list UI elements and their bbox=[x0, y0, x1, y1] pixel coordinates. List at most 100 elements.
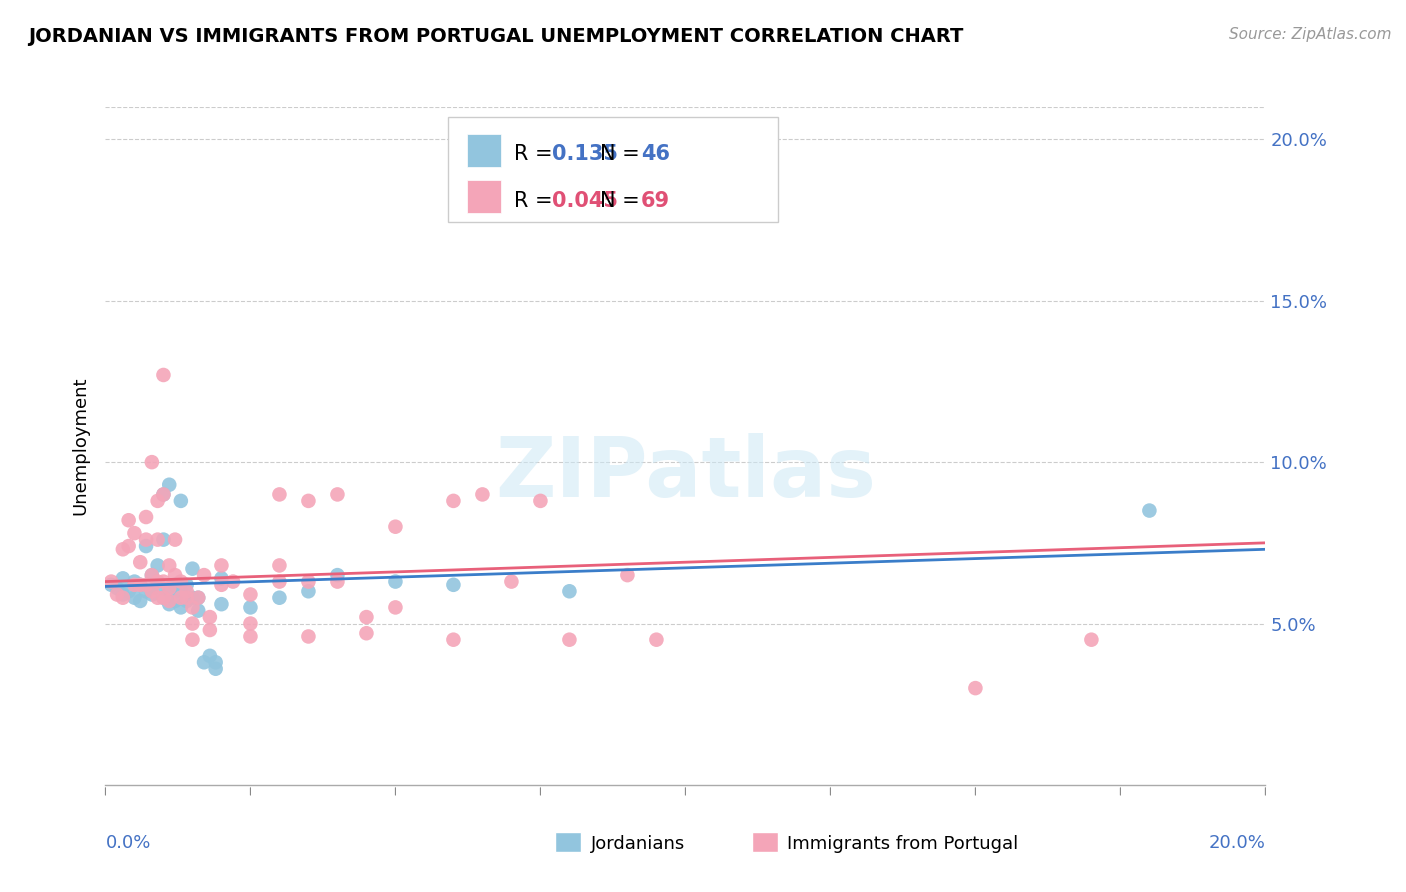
Point bbox=[356, 626, 378, 640]
Point bbox=[146, 574, 169, 589]
Point bbox=[326, 487, 349, 501]
Point bbox=[141, 568, 163, 582]
Point bbox=[141, 568, 163, 582]
Point bbox=[111, 591, 134, 605]
Point bbox=[211, 597, 233, 611]
Point bbox=[239, 630, 262, 644]
Point bbox=[157, 558, 180, 573]
Point bbox=[135, 533, 157, 547]
Point bbox=[152, 574, 174, 589]
Text: 69: 69 bbox=[641, 191, 671, 211]
Point bbox=[211, 578, 233, 592]
Point bbox=[211, 571, 233, 585]
Point bbox=[326, 568, 349, 582]
Point bbox=[239, 587, 262, 601]
Point bbox=[558, 632, 581, 647]
Text: 20.0%: 20.0% bbox=[1209, 834, 1265, 852]
Point bbox=[1080, 632, 1102, 647]
Point bbox=[170, 494, 193, 508]
Point bbox=[193, 655, 215, 669]
Point bbox=[135, 578, 157, 592]
Text: 0.045: 0.045 bbox=[551, 191, 617, 211]
Point bbox=[111, 571, 134, 585]
Point bbox=[193, 568, 215, 582]
Text: Immigrants from Portugal: Immigrants from Portugal bbox=[787, 835, 1018, 853]
Point bbox=[297, 574, 319, 589]
Point bbox=[181, 600, 204, 615]
Point bbox=[118, 539, 141, 553]
Point bbox=[297, 630, 319, 644]
Text: 46: 46 bbox=[641, 145, 671, 164]
Point bbox=[356, 610, 378, 624]
Point bbox=[152, 533, 174, 547]
Point bbox=[141, 455, 163, 469]
Point bbox=[141, 587, 163, 601]
Point bbox=[965, 681, 987, 695]
Point bbox=[187, 591, 209, 605]
Point bbox=[181, 632, 204, 647]
Point bbox=[152, 591, 174, 605]
Point bbox=[443, 578, 465, 592]
Point bbox=[135, 510, 157, 524]
Point bbox=[124, 591, 146, 605]
Point bbox=[269, 591, 291, 605]
Point bbox=[157, 584, 180, 599]
Point bbox=[100, 574, 122, 589]
Point bbox=[181, 616, 204, 631]
Point bbox=[135, 539, 157, 553]
Point bbox=[384, 600, 406, 615]
Point bbox=[129, 578, 152, 592]
Point bbox=[471, 487, 494, 501]
Point bbox=[146, 558, 169, 573]
Point bbox=[529, 494, 551, 508]
Point bbox=[124, 526, 146, 541]
Point bbox=[170, 600, 193, 615]
Point bbox=[211, 558, 233, 573]
Point bbox=[146, 494, 169, 508]
Point bbox=[124, 574, 146, 589]
Point bbox=[645, 632, 668, 647]
Point bbox=[269, 487, 291, 501]
Point bbox=[181, 562, 204, 576]
Point bbox=[269, 574, 291, 589]
Point bbox=[181, 591, 204, 605]
Point bbox=[100, 578, 122, 592]
Point bbox=[146, 533, 169, 547]
Point bbox=[105, 587, 128, 601]
Text: N =: N = bbox=[600, 191, 647, 211]
Point bbox=[501, 574, 523, 589]
Point bbox=[157, 581, 180, 595]
Point bbox=[129, 555, 152, 569]
Text: Jordanians: Jordanians bbox=[591, 835, 685, 853]
Point bbox=[204, 662, 226, 676]
Text: R =: R = bbox=[513, 191, 560, 211]
Point bbox=[198, 648, 221, 663]
Text: Source: ZipAtlas.com: Source: ZipAtlas.com bbox=[1229, 27, 1392, 42]
Point bbox=[165, 578, 187, 592]
Point bbox=[165, 594, 187, 608]
Point bbox=[152, 368, 174, 382]
Point bbox=[111, 587, 134, 601]
Point bbox=[124, 578, 146, 592]
Point bbox=[204, 655, 226, 669]
Point bbox=[187, 591, 209, 605]
Point bbox=[152, 591, 174, 605]
Text: ZIPatlas: ZIPatlas bbox=[495, 433, 876, 514]
Point bbox=[297, 494, 319, 508]
Point bbox=[443, 494, 465, 508]
Point bbox=[239, 616, 262, 631]
Point bbox=[157, 594, 180, 608]
Point bbox=[170, 591, 193, 605]
Point bbox=[157, 477, 180, 491]
Point bbox=[326, 574, 349, 589]
Text: N =: N = bbox=[600, 145, 647, 164]
Point bbox=[269, 558, 291, 573]
Point bbox=[111, 542, 134, 557]
Point bbox=[176, 578, 198, 592]
Point bbox=[675, 164, 697, 178]
Point bbox=[105, 581, 128, 595]
Point bbox=[157, 597, 180, 611]
Point bbox=[616, 568, 638, 582]
Point bbox=[558, 584, 581, 599]
Point bbox=[176, 591, 198, 605]
